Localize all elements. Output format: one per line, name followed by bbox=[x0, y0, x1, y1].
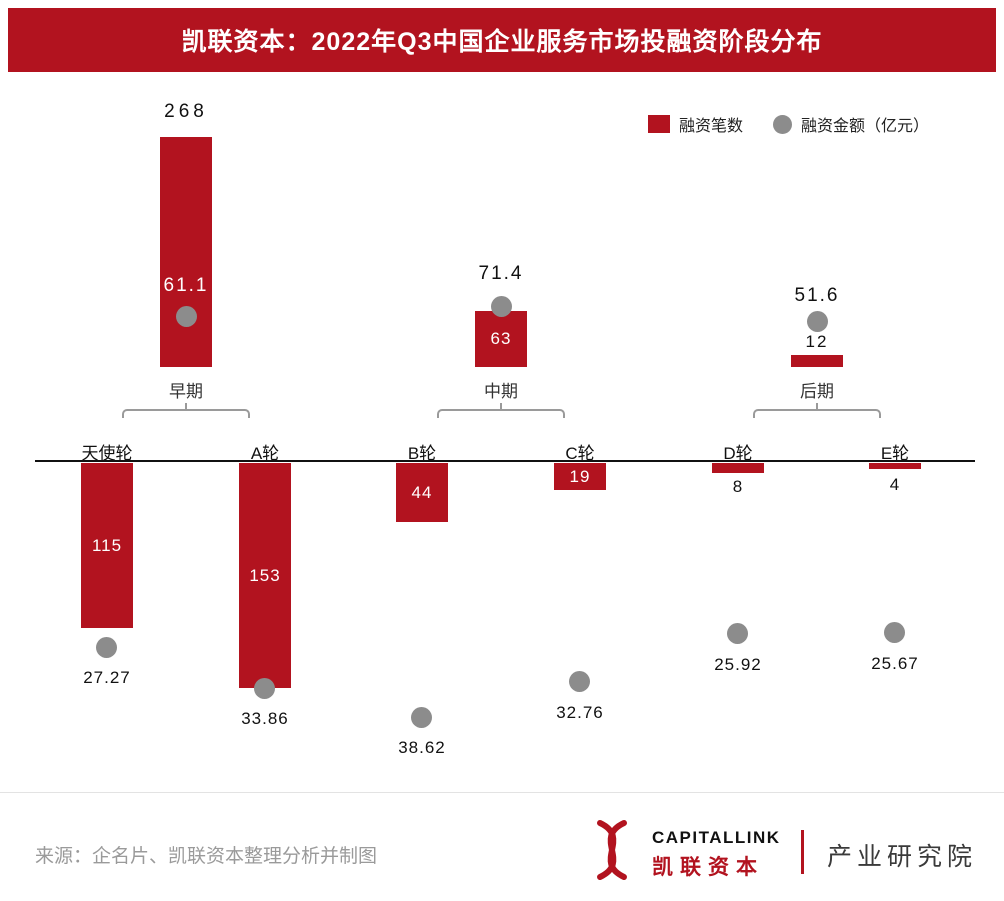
round-e-deals-bar bbox=[869, 463, 921, 469]
stage-late-deals-value: 12 bbox=[805, 332, 829, 351]
stage-early-amount-dot bbox=[176, 306, 197, 327]
stage-mid-deals-bar: 63 bbox=[475, 311, 527, 367]
round-c-deals-bar: 19 bbox=[554, 463, 606, 490]
round-e-amount-value: 25.67 bbox=[871, 654, 919, 673]
amount-legend-dot-icon bbox=[773, 114, 793, 134]
brand-name-en: CAPITALLINK bbox=[652, 828, 781, 847]
stage-late-label: 后期 bbox=[800, 382, 834, 401]
stage-late-amount-dot bbox=[807, 311, 828, 332]
round-d-amount-dot bbox=[727, 623, 748, 644]
round-label-c: C轮 bbox=[565, 444, 595, 463]
round-c-amount-dot bbox=[569, 671, 590, 692]
stage-early-amount-value: 61.1 bbox=[163, 275, 209, 296]
deals-legend-swatch-icon bbox=[648, 115, 670, 133]
chart-legend: 融资笔数 融资金额（亿元） bbox=[648, 112, 929, 136]
round-label-a: A轮 bbox=[250, 444, 280, 463]
stage-mid-amount-value: 71.4 bbox=[478, 263, 524, 284]
round-b-amount-dot bbox=[411, 707, 432, 728]
round-a-amount-dot bbox=[254, 678, 275, 699]
round-angel-deals-bar: 115 bbox=[81, 463, 133, 628]
stage-late-amount-value: 51.6 bbox=[794, 285, 840, 306]
round-label-e: E轮 bbox=[880, 444, 910, 463]
round-label-d: D轮 bbox=[723, 444, 753, 463]
round-angel-amount-dot bbox=[96, 637, 117, 658]
round-d-deals-value: 8 bbox=[732, 477, 744, 496]
stage-late-bracket bbox=[753, 409, 881, 418]
source-note: 来源：企名片、凯联资本整理分析并制图 bbox=[35, 846, 378, 867]
round-c-amount-value: 32.76 bbox=[556, 703, 604, 722]
footer-divider bbox=[0, 792, 1004, 793]
round-e-deals-value: 4 bbox=[889, 475, 901, 494]
round-a-deals-bar: 153 bbox=[239, 463, 291, 688]
round-d-amount-value: 25.92 bbox=[714, 655, 762, 674]
page-title: 凯联资本：2022年Q3中国企业服务市场投融资阶段分布 bbox=[181, 28, 823, 56]
stage-mid-amount-dot bbox=[491, 296, 512, 317]
stage-mid-bracket bbox=[437, 409, 565, 418]
deals-legend-label: 融资笔数 bbox=[679, 118, 744, 135]
stage-early-deals-bar bbox=[160, 137, 212, 367]
stage-early-deals-value: 268 bbox=[164, 101, 208, 122]
title-banner: 凯联资本：2022年Q3中国企业服务市场投融资阶段分布 bbox=[8, 8, 996, 72]
amount-legend-label: 融资金额（亿元） bbox=[801, 118, 930, 135]
round-b-deals-bar: 44 bbox=[396, 463, 448, 522]
round-b-amount-value: 38.62 bbox=[398, 738, 446, 757]
round-label-angel: 天使轮 bbox=[81, 444, 133, 463]
round-label-b: B轮 bbox=[407, 444, 437, 463]
capitallink-logo-icon bbox=[597, 820, 627, 880]
stage-mid-label: 中期 bbox=[484, 382, 518, 401]
stage-late-deals-bar bbox=[791, 355, 843, 367]
stage-early-label: 早期 bbox=[169, 382, 203, 401]
round-d-deals-bar bbox=[712, 463, 764, 473]
round-a-amount-value: 33.86 bbox=[241, 709, 289, 728]
baseline-axis bbox=[35, 460, 975, 462]
round-angel-amount-value: 27.27 bbox=[83, 668, 131, 687]
round-e-amount-dot bbox=[884, 622, 905, 643]
stage-early-bracket bbox=[122, 409, 250, 418]
division-name: 产业研究院 bbox=[827, 843, 978, 871]
footer-vertical-divider bbox=[801, 830, 804, 874]
brand-name-cn: 凯联资本 bbox=[652, 856, 764, 879]
